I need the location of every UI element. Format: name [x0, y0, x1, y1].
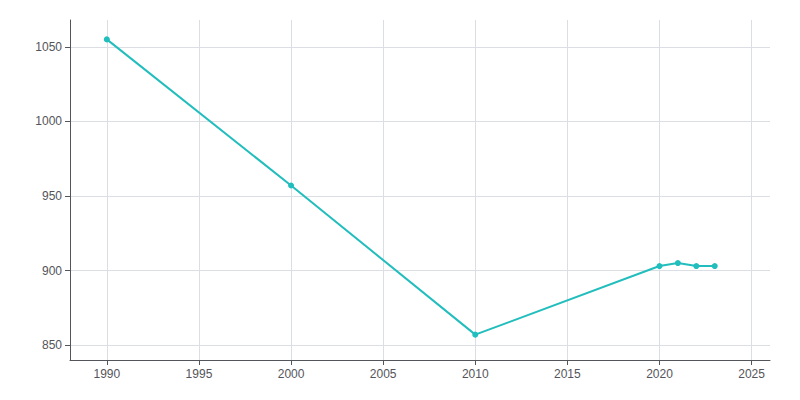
svg-text:850: 850 — [42, 338, 62, 352]
svg-text:2010: 2010 — [462, 367, 489, 381]
svg-text:1995: 1995 — [186, 367, 213, 381]
svg-text:1990: 1990 — [93, 367, 120, 381]
svg-text:900: 900 — [42, 264, 62, 278]
svg-text:2020: 2020 — [646, 367, 673, 381]
svg-text:950: 950 — [42, 189, 62, 203]
svg-text:1000: 1000 — [35, 114, 62, 128]
svg-text:2015: 2015 — [554, 367, 581, 381]
svg-text:2025: 2025 — [738, 367, 765, 381]
svg-text:1050: 1050 — [35, 40, 62, 54]
svg-text:2000: 2000 — [278, 367, 305, 381]
svg-text:2005: 2005 — [370, 367, 397, 381]
